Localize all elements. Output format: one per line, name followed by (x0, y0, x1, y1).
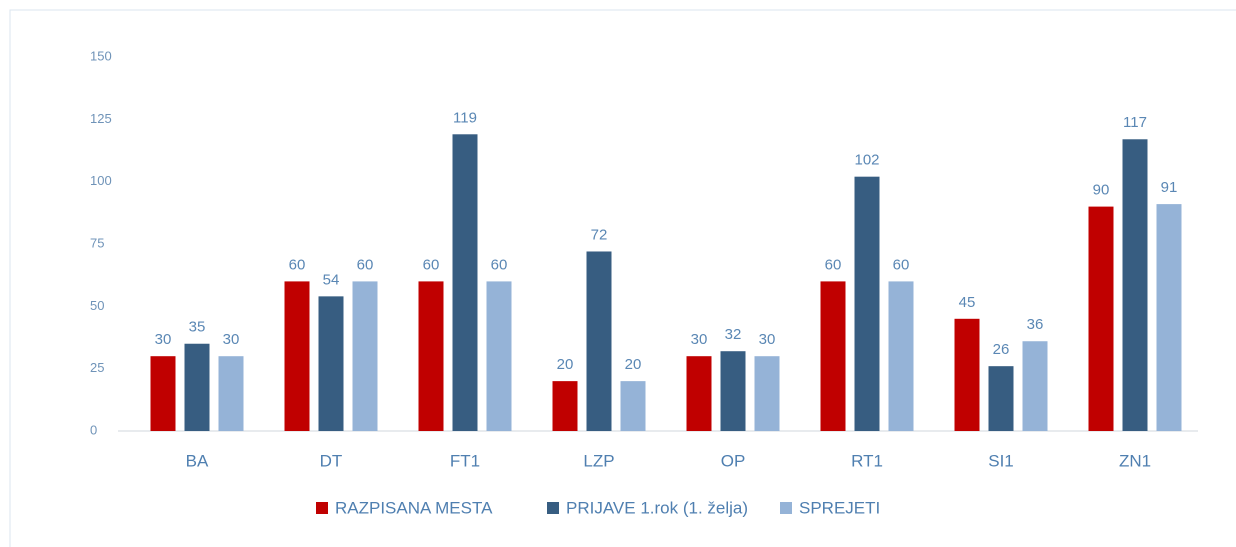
y-tick-label: 150 (90, 48, 112, 63)
bar (184, 343, 210, 431)
data-label: 26 (993, 341, 1010, 358)
data-label: 60 (357, 256, 374, 273)
y-tick-label: 75 (90, 235, 104, 250)
data-label: 36 (1027, 316, 1044, 333)
data-label: 30 (691, 331, 708, 348)
y-tick-label: 0 (90, 422, 97, 437)
bar (954, 318, 980, 431)
data-label: 35 (189, 319, 206, 336)
bar (318, 296, 344, 431)
data-label: 72 (591, 226, 608, 243)
bar (418, 281, 444, 431)
bar (854, 176, 880, 431)
legend-swatch (547, 502, 559, 514)
bar (486, 281, 512, 431)
x-tick-label: ZN1 (1119, 451, 1151, 470)
bar (586, 251, 612, 431)
x-tick-label: FT1 (450, 451, 480, 470)
legend-swatch (780, 502, 792, 514)
data-label: 60 (893, 256, 910, 273)
bar (1022, 341, 1048, 431)
data-label: 90 (1093, 182, 1110, 199)
bar (1156, 204, 1182, 431)
bar (620, 381, 646, 431)
bar (452, 134, 478, 431)
bar (754, 356, 780, 431)
data-label: 30 (759, 331, 776, 348)
bar (150, 356, 176, 431)
bar (720, 351, 746, 431)
chart-border (9, 9, 1236, 547)
x-tick-label: OP (721, 451, 746, 470)
data-label: 45 (959, 294, 976, 311)
y-tick-label: 125 (90, 111, 112, 126)
legend-swatch (316, 502, 328, 514)
data-label: 20 (557, 356, 574, 373)
data-label: 119 (453, 109, 477, 126)
data-label: 117 (1123, 114, 1147, 131)
bar (552, 381, 578, 431)
bar (284, 281, 310, 431)
data-label: 91 (1161, 179, 1178, 196)
y-tick-label: 25 (90, 360, 104, 375)
bar (1088, 206, 1114, 431)
legend-label: PRIJAVE 1.rok (1. želja) (566, 498, 748, 517)
bar (1122, 139, 1148, 431)
x-tick-label: SI1 (988, 451, 1014, 470)
x-tick-label: DT (320, 451, 343, 470)
legend-label: SPREJETI (799, 498, 880, 517)
bar (686, 356, 712, 431)
bar (218, 356, 244, 431)
bar (888, 281, 914, 431)
data-label: 30 (155, 331, 172, 348)
data-label: 60 (423, 256, 440, 273)
data-label: 102 (854, 152, 879, 169)
y-tick-label: 50 (90, 298, 104, 313)
legend-label: RAZPISANA MESTA (335, 498, 493, 517)
data-label: 60 (491, 256, 508, 273)
bar (988, 366, 1014, 431)
bar (352, 281, 378, 431)
x-tick-label: LZP (583, 451, 614, 470)
data-label: 54 (323, 271, 340, 288)
data-label: 30 (223, 331, 240, 348)
x-tick-label: BA (186, 451, 209, 470)
y-tick-label: 100 (90, 173, 112, 188)
bar (820, 281, 846, 431)
data-label: 32 (725, 326, 742, 343)
data-label: 20 (625, 356, 642, 373)
data-label: 60 (825, 256, 842, 273)
x-tick-label: RT1 (851, 451, 883, 470)
data-label: 60 (289, 256, 306, 273)
